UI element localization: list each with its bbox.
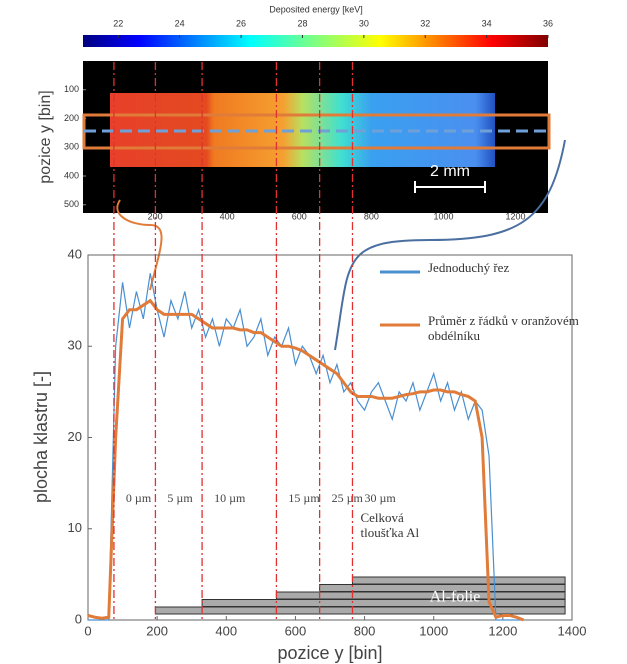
- foil-layer: [155, 607, 565, 614]
- colorbar-tick-label: 32: [420, 18, 430, 28]
- figure: Deposited energy [keV] 22 24 26 28 30 32 34 36 10…: [0, 0, 627, 664]
- x-axis-label: pozice y [bin]: [277, 643, 382, 663]
- x-tick-label: 600: [285, 623, 307, 638]
- y-tick-label: 300: [64, 142, 79, 152]
- x-tick-label: 600: [292, 211, 307, 221]
- y-tick-label: 400: [64, 170, 79, 180]
- legend-label-box: Jednoduchý řez: [428, 260, 618, 296]
- thickness-note: Celková tloušťka Al: [360, 510, 420, 540]
- foil-layer: [202, 600, 565, 607]
- x-tick-label: 1000: [433, 211, 453, 221]
- y-tick-label: 200: [64, 113, 79, 123]
- legend-label: Průměr z řádků v oranžovém obdélníku: [428, 313, 618, 343]
- colorbar-tick-label: 22: [113, 18, 123, 28]
- plot-area: [88, 255, 572, 620]
- thickness-label: 0 µm: [126, 491, 152, 505]
- x-tick-label: 1000: [419, 623, 448, 638]
- x-tick-label: 1200: [488, 623, 517, 638]
- thickness-label: 30 µm: [364, 491, 396, 505]
- y-tick-label: 40: [68, 246, 82, 261]
- legend-label: Jednoduchý řez: [428, 260, 618, 275]
- y-tick-label: 20: [68, 429, 82, 444]
- y-tick-label: 500: [64, 199, 79, 209]
- y-tick-label: 100: [64, 84, 79, 94]
- colorbar: [83, 35, 548, 47]
- scale-bar-label: 2 mm: [430, 163, 470, 180]
- colorbar-tick-label: 30: [359, 18, 369, 28]
- foil-label: Al-folie: [430, 589, 481, 606]
- y-tick-label: 10: [68, 520, 82, 535]
- y-tick-label: 0: [75, 611, 82, 626]
- colorbar-tick-label: 36: [543, 18, 553, 28]
- thickness-label: 5 µm: [167, 491, 193, 505]
- colorbar-tick-label: 28: [297, 18, 307, 28]
- x-tick-label: 400: [215, 623, 237, 638]
- x-tick-label: 1200: [506, 211, 526, 221]
- y-axis-label: pozice y [bin]: [37, 90, 54, 183]
- y-axis-label: plocha klastru [-]: [31, 371, 51, 503]
- x-tick-label: 800: [354, 623, 376, 638]
- x-tick-label: 400: [220, 211, 235, 221]
- x-tick-label: 0: [84, 623, 91, 638]
- colorbar-tick-label: 24: [175, 18, 185, 28]
- thickness-label: 25 µm: [332, 491, 364, 505]
- x-tick-label: 1400: [558, 623, 587, 638]
- legend-label-box: Průměr z řádků v oranžovém obdélníku: [428, 313, 618, 349]
- thickness-label: 10 µm: [214, 491, 246, 505]
- x-tick-label: 200: [146, 623, 168, 638]
- colorbar-tick-label: 26: [236, 18, 246, 28]
- colorbar-tick-label: 34: [482, 18, 492, 28]
- x-tick-label: 800: [364, 211, 379, 221]
- colorbar-title: Deposited energy [keV]: [269, 4, 363, 14]
- thickness-label: 15 µm: [288, 491, 320, 505]
- y-tick-label: 30: [68, 338, 82, 353]
- foil-layer: [352, 577, 565, 584]
- thickness-note-box: Celková tloušťka Al: [360, 510, 420, 546]
